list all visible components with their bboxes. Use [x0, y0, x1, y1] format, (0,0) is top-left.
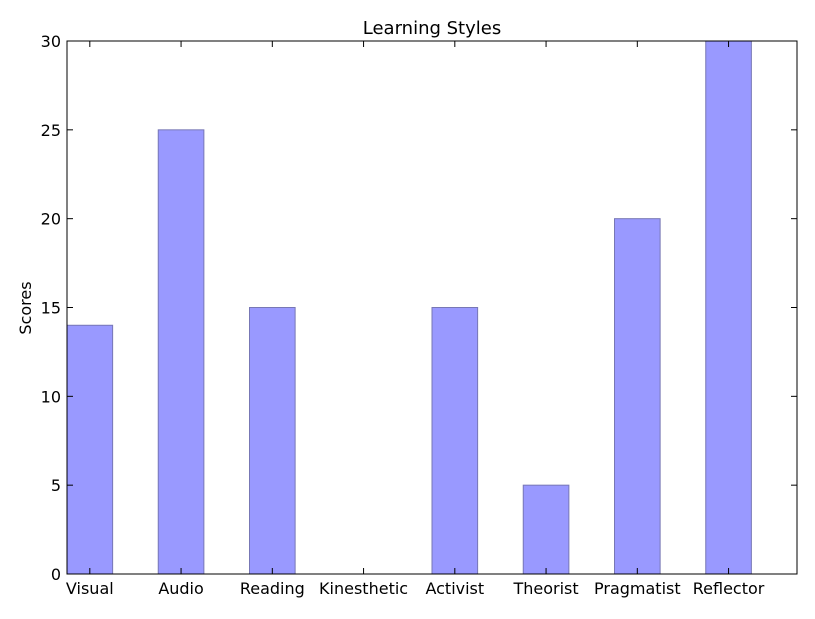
x-tick-label: Audio	[158, 579, 203, 598]
x-tick-label: Visual	[66, 579, 114, 598]
bar-activist	[431, 307, 479, 575]
bars-layer	[66, 40, 752, 575]
bar-theorist	[522, 484, 570, 575]
chart-title: Learning Styles	[363, 18, 501, 39]
bar-reflector	[705, 40, 752, 575]
bar-reading	[249, 307, 296, 575]
x-tick-label: Theorist	[512, 579, 578, 598]
y-tick-label: 0	[51, 565, 61, 584]
y-tick-label: 20	[41, 210, 61, 229]
bar-audio	[157, 129, 205, 575]
y-tick-label: 15	[41, 299, 61, 318]
y-tick-label: 30	[41, 32, 61, 51]
y-tick-label: 5	[51, 476, 61, 495]
y-axis-label: Scores	[16, 281, 35, 334]
x-tick-label: Reading	[240, 579, 305, 598]
bar-pragmatist	[614, 218, 661, 575]
x-tick-label: Kinesthetic	[319, 579, 408, 598]
x-tick-label: Pragmatist	[594, 579, 681, 598]
y-tick-label: 10	[41, 387, 61, 406]
plot-frame	[66, 40, 798, 575]
x-tick-label: Reflector	[693, 579, 765, 598]
x-tick-label: Activist	[425, 579, 484, 598]
bar-visual	[66, 324, 114, 575]
ticks-layer: Visual Audio Reading Kinesthetic Activist The…	[41, 32, 797, 598]
y-tick-label: 25	[41, 121, 61, 140]
